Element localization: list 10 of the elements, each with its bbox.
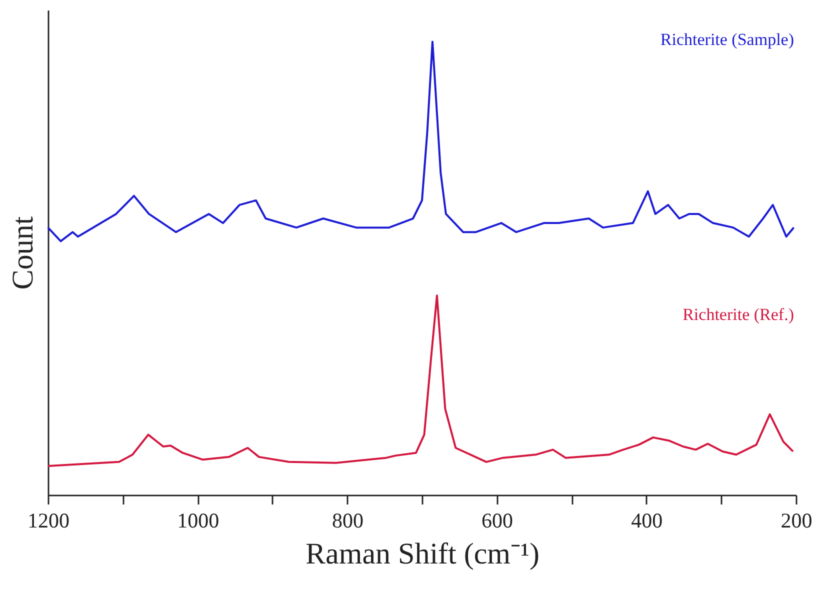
x-tick-label: 200 (780, 508, 812, 532)
x-tick-label: 800 (332, 508, 364, 532)
text: Richterite (Ref.) (682, 305, 794, 324)
x-tick-label: 1000 (177, 508, 220, 532)
x-tick-label: 600 (482, 508, 514, 532)
y-axis-title: Count (6, 216, 40, 290)
x-tick-label: 400 (631, 508, 663, 532)
x-axis-title: Raman Shift (cm⁻¹) (306, 538, 540, 570)
x-tick-label: 1200 (28, 508, 70, 532)
text: Richterite (Sample) (660, 30, 794, 49)
